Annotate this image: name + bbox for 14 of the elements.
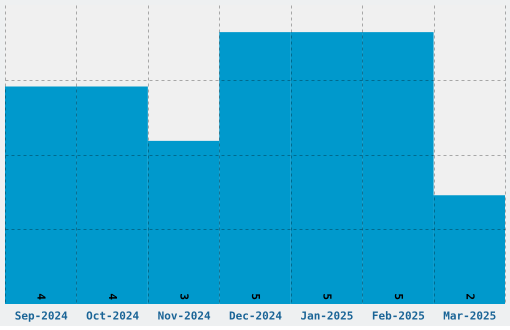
x-tick-label: Sep-2024 <box>14 310 68 322</box>
data-label: 5 <box>249 293 262 300</box>
x-tick-label: Jan-2025 <box>300 310 354 322</box>
data-label: 2 <box>463 293 476 300</box>
data-label: 4 <box>34 293 48 300</box>
x-tick-label: Mar-2025 <box>443 310 496 322</box>
data-label: 4 <box>106 293 120 300</box>
x-tick-label: Oct-2024 <box>86 310 140 322</box>
data-label: 5 <box>392 293 405 300</box>
x-tick-label: Nov-2024 <box>158 310 211 322</box>
x-tick-label: Feb-2025 <box>372 310 425 322</box>
data-label: 3 <box>178 293 191 300</box>
x-tick-label: Dec-2024 <box>229 310 282 322</box>
data-label: 5 <box>320 293 334 300</box>
